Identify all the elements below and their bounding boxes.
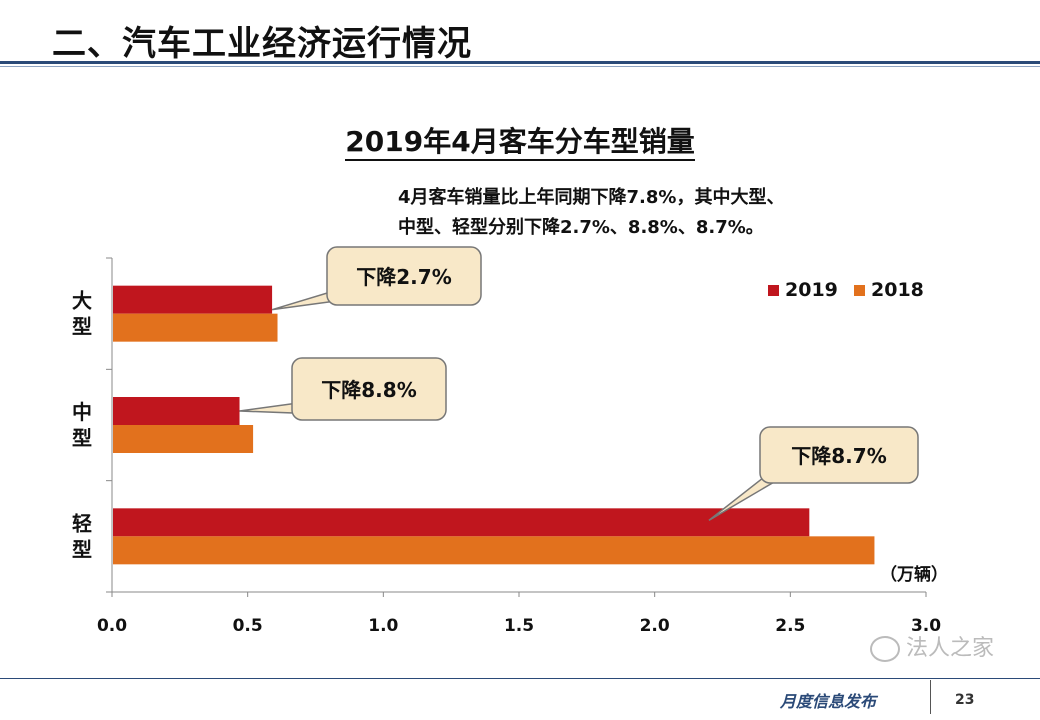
summary-note-line-2: 中型、轻型分别下降2.7%、8.8%、8.7%。 [398,217,764,238]
footer-rule [0,678,1040,679]
callout-box [759,426,919,484]
page-number: 23 [955,692,975,708]
callout-joint [342,287,350,300]
callout-text: 下降8.8% [321,378,416,402]
x-tick-label: 0.5 [233,616,263,636]
category-label: 轻 [72,511,92,535]
chart-title: 2019年4月客车分车型销量 [345,125,695,161]
footer-text: 月度信息发布 [780,692,877,711]
category-label: 型 [72,426,92,450]
callout-text: 下降8.7% [791,444,886,468]
category-label: 型 [72,315,92,339]
category-label: 中 [72,400,92,424]
x-tick-label: 1.5 [504,616,534,636]
unit-label: （万辆） [880,564,948,585]
category-label: 型 [72,537,92,561]
x-tick-label: 3.0 [911,616,941,636]
legend-label-2018: 2018 [871,279,924,301]
x-tick-label: 0.0 [97,616,127,636]
wechat-icon [870,636,900,662]
callout-box [326,246,482,306]
summary-note-line-1: 4月客车销量比上年同期下降7.8%，其中大型、 [398,187,785,208]
title-rule-thin [0,66,1040,67]
bar-2018-2 [113,536,875,565]
callout-joint [307,400,315,415]
callout-text: 下降2.7% [356,265,451,289]
x-tick-label: 2.5 [775,616,805,636]
bar-2019-2 [113,508,810,537]
watermark: 法人之家 [870,630,994,662]
callout-box [291,357,447,421]
chart-title-wrap: 2019年4月客车分车型销量 [0,120,1040,161]
bar-2019-0 [113,285,273,314]
x-tick-label: 2.0 [640,616,670,636]
legend-label-2019: 2019 [785,279,838,301]
title-rule [0,61,1040,64]
legend-swatch-2019 [768,285,779,296]
callout-joint [775,465,783,478]
bar-2019-1 [113,397,240,425]
watermark-text: 法人之家 [906,636,995,661]
bar-2018-0 [113,313,278,342]
category-label: 大 [72,289,92,313]
legend-swatch-2018 [854,285,865,296]
summary-note: 4月客车销量比上年同期下降7.8%，其中大型、 中型、轻型分别下降2.7%、8.… [398,183,784,243]
footer-divider [930,680,931,714]
x-tick-label: 1.0 [368,616,398,636]
slide-title: 二、汽车工业经济运行情况 [52,24,472,64]
bar-2018-1 [113,425,254,453]
